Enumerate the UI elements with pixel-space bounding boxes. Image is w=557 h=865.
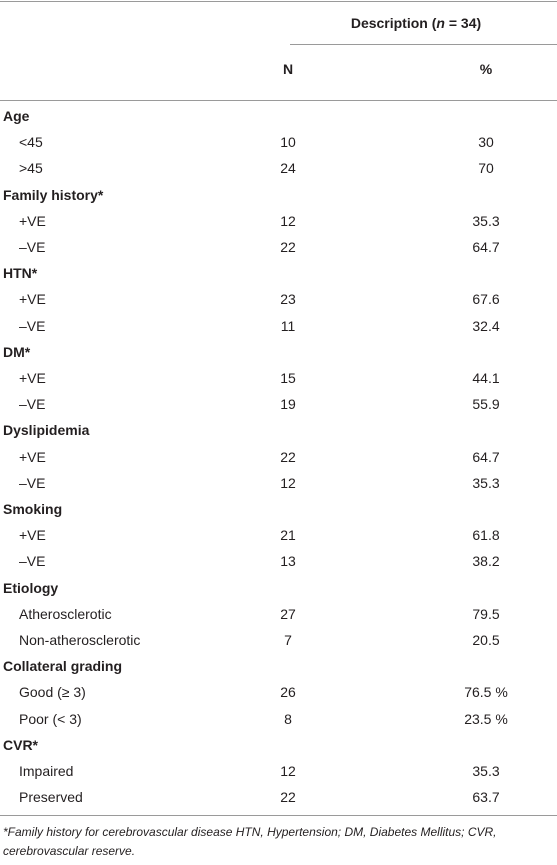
row-label: Preserved [19,789,83,806]
n-value: 12 [280,212,296,229]
percent-value: 55.9 [472,396,500,413]
spanning-header: Description (n = 34) [351,14,481,32]
n-value: 12 [280,474,296,491]
n-value: 10 [280,134,296,151]
row-label: –VE [19,396,46,413]
span-rule [290,44,557,45]
n-value: 7 [284,632,292,648]
group-title: Family history* [3,186,104,203]
n-value: 24 [280,160,296,177]
row-label: –VE [19,239,46,255]
row-label: +VE [19,370,46,386]
percent-value: 70 [478,160,494,177]
n-value: 13 [280,553,296,570]
percent-value: 61.8 [472,527,500,544]
percent-value: 20.5 [472,632,500,648]
row-label: +VE [19,291,46,308]
row-label: Good (≥ 3) [19,684,86,701]
row-label: –VE [19,553,46,570]
header-text: = 34) [444,15,482,31]
percent-value: 23.5 % [464,710,508,727]
group-title: Smoking [3,501,63,517]
n-value: 26 [280,684,296,701]
percent-value: 44.1 [472,370,500,386]
percent-value: 67.6 [472,291,500,308]
group-title: CVR* [3,736,39,753]
n-value: 27 [280,605,296,622]
row-label: +VE [19,212,46,229]
n-value: 22 [280,448,296,465]
row-label: Poor (< 3) [19,710,82,727]
percent-value: 32.4 [472,317,500,334]
row-label: Atherosclerotic [19,605,112,622]
group-title: HTN* [3,265,38,282]
footnote: *Family history for cerebrovascular dise… [3,825,497,858]
group-title: Etiology [3,579,59,596]
percent-value: 35.3 [472,212,500,229]
percent-value: 35.3 [472,474,500,491]
percent-value: 64.7 [472,239,500,255]
percent-value: 38.2 [472,553,500,570]
group-title: DM* [3,343,31,360]
percent-value: 64.7 [472,448,500,465]
percent-value: 79.5 [472,605,500,622]
n-value: 21 [280,527,296,544]
row-label: +VE [19,527,46,544]
row-label: >45 [19,160,43,177]
group-title: Age [3,108,30,124]
n-value: 15 [280,370,296,386]
percent-value: 35.3 [472,763,500,779]
row-label: +VE [19,448,46,465]
group-title: Dyslipidemia [3,422,90,439]
header-italic: n [436,15,445,31]
row-label: Non-atherosclerotic [19,632,141,648]
column-header: % [479,61,493,77]
group-title: Collateral grading [3,658,123,675]
n-value: 22 [280,789,296,806]
row-label: –VE [19,474,46,491]
row-label: –VE [19,317,46,334]
n-value: 12 [280,763,296,779]
n-value: 11 [280,317,296,334]
percent-value: 63.7 [472,789,500,806]
header-rule [0,100,557,101]
n-value: 22 [280,239,296,255]
percent-value: 30 [478,134,494,151]
n-value: 8 [284,710,292,727]
bottom-rule [0,815,557,816]
n-value: 19 [280,396,296,413]
top-rule [0,1,557,2]
header-text: Description ( [350,15,437,31]
n-value: 23 [280,291,296,308]
column-header: N [282,61,294,77]
percent-value: 76.5 % [464,684,508,701]
row-label: <45 [19,134,43,151]
row-label: Impaired [19,763,74,779]
